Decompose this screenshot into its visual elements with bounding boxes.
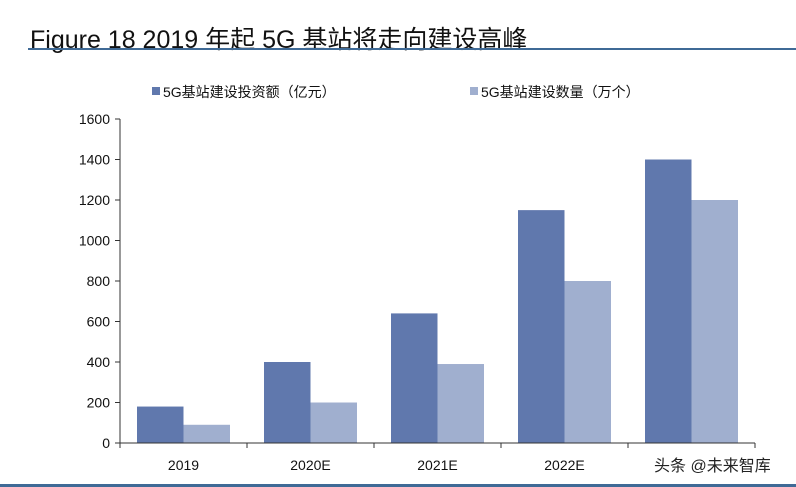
bar-investment [137, 406, 184, 443]
y-tick-label: 1600 [79, 111, 110, 127]
bar-count [691, 200, 738, 443]
bar-investment [518, 210, 565, 443]
bar-count [564, 281, 611, 443]
bar-investment [645, 159, 692, 443]
bar-investment [391, 313, 438, 443]
y-tick-label: 600 [87, 314, 111, 330]
y-tick-label: 1200 [79, 192, 110, 208]
y-tick-label: 1000 [79, 233, 110, 249]
legend-label: 5G基站建设数量（万个） [481, 84, 640, 100]
y-tick-label: 800 [87, 273, 111, 289]
title-divider [28, 48, 796, 50]
y-tick-label: 0 [102, 435, 110, 451]
x-tick-label: 2022E [544, 457, 584, 473]
x-tick-label: 2021E [417, 457, 457, 473]
y-tick-label: 200 [87, 395, 111, 411]
y-tick-label: 1400 [79, 152, 110, 168]
x-tick-label: 2020E [290, 457, 330, 473]
bottom-divider [0, 484, 796, 487]
legend-label: 5G基站建设投资额（亿元） [163, 84, 336, 100]
bar-count [310, 402, 357, 443]
bar-investment [264, 362, 311, 443]
bar-count [437, 364, 484, 443]
bar-count [183, 424, 230, 443]
x-tick-label: 2019 [168, 457, 199, 473]
legend-swatch [152, 87, 160, 95]
legend-swatch [470, 87, 478, 95]
y-tick-label: 400 [87, 354, 111, 370]
watermark: 头条 @未来智库 [654, 458, 771, 475]
